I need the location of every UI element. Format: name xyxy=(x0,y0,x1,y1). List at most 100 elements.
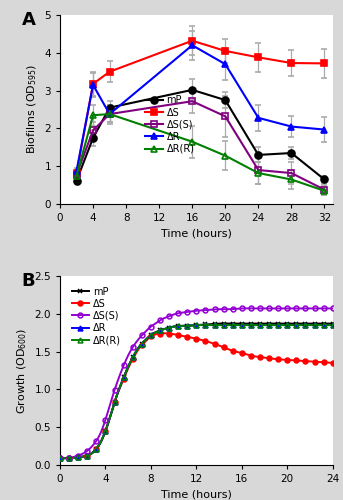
X-axis label: Time (hours): Time (hours) xyxy=(161,228,232,238)
ΔR xyxy=(140,340,144,346)
ΔS(S) xyxy=(312,306,317,312)
Y-axis label: Growth (OD$_{600}$): Growth (OD$_{600}$) xyxy=(15,328,29,414)
mP xyxy=(258,320,262,326)
ΔS xyxy=(249,352,253,358)
mP xyxy=(294,320,298,326)
ΔS(S) xyxy=(230,306,235,312)
Line: ΔS: ΔS xyxy=(58,331,335,460)
ΔR(R) xyxy=(67,456,71,462)
ΔS(S) xyxy=(240,306,244,312)
ΔR xyxy=(194,322,198,328)
ΔR xyxy=(94,446,98,452)
Line: mP: mP xyxy=(58,321,335,460)
ΔS xyxy=(185,334,189,340)
ΔR(R) xyxy=(167,325,171,331)
ΔR(R) xyxy=(185,322,189,328)
ΔR(R) xyxy=(249,322,253,328)
ΔS(S) xyxy=(158,318,162,324)
ΔR(R) xyxy=(267,322,271,328)
ΔR(R) xyxy=(222,322,226,328)
mP xyxy=(104,428,108,434)
ΔS(S) xyxy=(167,314,171,320)
mP xyxy=(331,320,335,326)
ΔR(R) xyxy=(76,454,80,460)
ΔR(R) xyxy=(121,374,126,380)
ΔS(S) xyxy=(304,306,308,312)
mP xyxy=(276,320,280,326)
ΔR(R) xyxy=(258,322,262,328)
mP xyxy=(131,354,135,360)
ΔS xyxy=(240,350,244,356)
ΔR(R) xyxy=(240,322,244,328)
mP xyxy=(230,320,235,326)
ΔR xyxy=(203,322,208,328)
ΔS xyxy=(331,360,335,366)
ΔS(S) xyxy=(213,306,217,312)
ΔR xyxy=(131,354,135,360)
ΔR xyxy=(240,322,244,328)
ΔR xyxy=(113,400,117,406)
Legend: mP, ΔS, ΔS(S), ΔR, ΔR(R): mP, ΔS, ΔS(S), ΔR, ΔR(R) xyxy=(68,282,125,349)
mP xyxy=(158,328,162,334)
ΔS xyxy=(158,330,162,336)
ΔS(S) xyxy=(121,362,126,368)
mP xyxy=(121,374,126,380)
ΔS xyxy=(294,358,298,364)
ΔR xyxy=(67,456,71,462)
ΔS xyxy=(203,338,208,344)
ΔR xyxy=(104,428,108,434)
ΔS(S) xyxy=(149,324,153,330)
ΔS xyxy=(222,344,226,350)
mP xyxy=(167,325,171,331)
ΔR(R) xyxy=(203,322,208,328)
ΔR(R) xyxy=(331,322,335,328)
Legend: mP, ΔS, ΔS(S), ΔR, ΔR(R): mP, ΔS, ΔS(S), ΔR, ΔR(R) xyxy=(141,92,198,158)
mP xyxy=(240,320,244,326)
ΔR(R) xyxy=(149,332,153,338)
ΔR xyxy=(185,322,189,328)
ΔR(R) xyxy=(294,322,298,328)
mP xyxy=(176,323,180,329)
mP xyxy=(67,456,71,462)
ΔR(R) xyxy=(322,322,326,328)
Text: B: B xyxy=(22,272,35,290)
ΔS xyxy=(276,356,280,362)
ΔS xyxy=(194,336,198,342)
ΔR(R) xyxy=(230,322,235,328)
ΔR(R) xyxy=(176,323,180,329)
Y-axis label: Biofilms (OD$_{595}$): Biofilms (OD$_{595}$) xyxy=(25,64,39,154)
ΔS xyxy=(94,446,98,452)
mP xyxy=(322,320,326,326)
ΔS xyxy=(230,348,235,354)
ΔS xyxy=(167,330,171,336)
ΔS(S) xyxy=(331,306,335,312)
Text: A: A xyxy=(22,11,36,29)
mP xyxy=(249,320,253,326)
ΔS xyxy=(140,342,144,348)
ΔR(R) xyxy=(285,322,289,328)
ΔR xyxy=(294,322,298,328)
ΔS(S) xyxy=(294,306,298,312)
ΔS(S) xyxy=(267,306,271,312)
ΔR(R) xyxy=(104,428,108,434)
mP xyxy=(304,320,308,326)
mP xyxy=(140,340,144,346)
mP xyxy=(213,321,217,327)
ΔS xyxy=(121,376,126,382)
ΔR xyxy=(167,325,171,331)
ΔS xyxy=(131,356,135,362)
X-axis label: Time (hours): Time (hours) xyxy=(161,490,232,500)
ΔS xyxy=(322,360,326,366)
ΔR xyxy=(58,455,62,461)
ΔS xyxy=(176,332,180,338)
ΔR xyxy=(76,454,80,460)
ΔS xyxy=(312,358,317,364)
ΔR xyxy=(331,322,335,328)
ΔS xyxy=(258,354,262,360)
ΔR xyxy=(121,374,126,380)
ΔS xyxy=(104,428,108,434)
ΔR xyxy=(267,322,271,328)
ΔS(S) xyxy=(185,309,189,315)
mP xyxy=(94,446,98,452)
ΔR xyxy=(222,322,226,328)
